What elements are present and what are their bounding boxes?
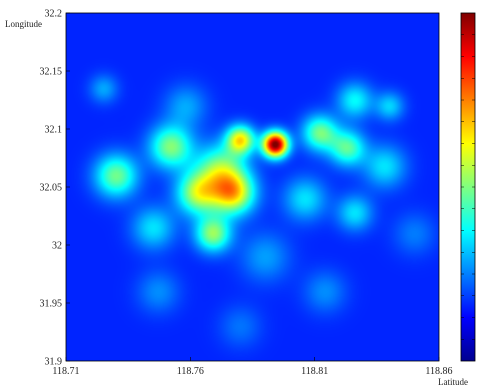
colorbar-ticks: [461, 34, 475, 340]
x-tick-label: 118.81: [301, 366, 328, 377]
y-tick-label: 32.1: [45, 125, 63, 136]
y-tick-label: 32.15: [40, 67, 63, 78]
heatmap-canvas: [66, 13, 439, 361]
y-tick-label: 32: [52, 241, 62, 252]
x-axis-ticks: 118.71 118.76 118.81 118.86: [52, 357, 453, 377]
x-tick-label: 118.76: [177, 366, 204, 377]
y-tick-label: 32.2: [45, 9, 63, 20]
heatmap-plot-area: [66, 13, 439, 361]
y-tick-label: 32.05: [40, 183, 63, 194]
y-tick-label: 31.9: [45, 357, 63, 368]
y-tick-label: 31.95: [40, 299, 63, 310]
y-axis-label: Longitude: [5, 19, 42, 29]
y-axis-ticks: 31.9 31.95 32 32.05 32.1 32.15 32.2: [40, 9, 70, 368]
x-axis-label: Latitude: [438, 377, 468, 387]
x-tick-label: 118.71: [52, 366, 79, 377]
x-tick-label: 118.86: [425, 366, 452, 377]
